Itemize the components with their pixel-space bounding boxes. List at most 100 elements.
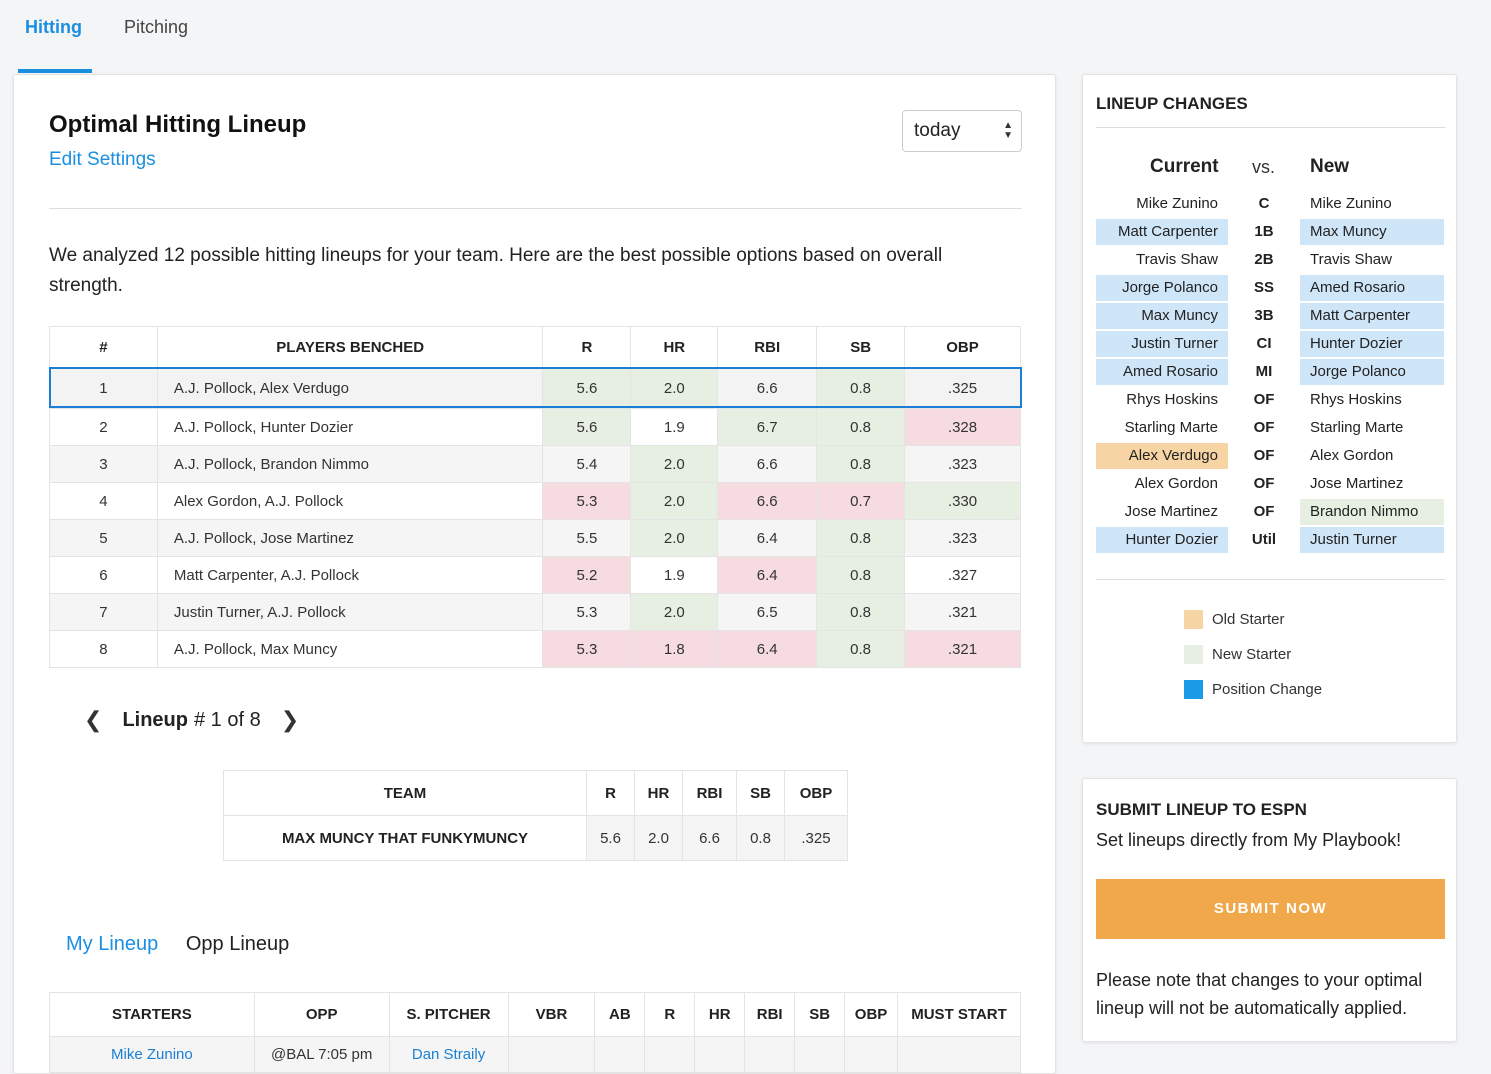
tab-hitting[interactable]: Hitting [25, 17, 82, 37]
cell: 6.6 [717, 482, 818, 520]
new-player: Matt Carpenter [1300, 303, 1444, 329]
table-row[interactable]: 5 A.J. Pollock, Jose Martinez 5.5 2.0 6.… [49, 519, 1021, 557]
table-row[interactable]: 3 A.J. Pollock, Brandon Nimmo 5.4 2.0 6.… [49, 445, 1021, 483]
pitcher-link[interactable]: Dan Straily [411, 1046, 486, 1063]
cell: 0.8 [816, 408, 906, 446]
submit-subtitle: Set lineups directly from My Playbook! [1096, 830, 1402, 850]
cell: 5.2 [542, 556, 632, 594]
position: MI [1255, 363, 1273, 380]
cell [897, 1036, 1021, 1073]
new-player: Jorge Polanco [1300, 359, 1444, 385]
cell [594, 1036, 646, 1073]
cell: 6.6 [717, 367, 818, 409]
cell: 5.6 [586, 815, 635, 861]
page-title: Optimal Hitting Lineup [49, 111, 307, 138]
legend-swatch [1184, 610, 1203, 629]
cell: 1 [49, 367, 158, 409]
chevron-left-icon[interactable]: ❮ [84, 707, 103, 732]
cell [794, 1036, 846, 1073]
table-row[interactable]: 4 Alex Gordon, A.J. Pollock 5.3 2.0 6.6 … [49, 482, 1021, 520]
cell: Alex Gordon, A.J. Pollock [156, 482, 544, 520]
col-header: STARTERS [49, 992, 255, 1037]
table-row[interactable]: 1 A.J. Pollock, Alex Verdugo 5.6 2.0 6.6… [49, 367, 1021, 409]
cell: .323 [904, 519, 1021, 557]
list-item: Amed Rosario MI Jorge Polanco [1096, 359, 1445, 385]
cell: .328 [904, 408, 1021, 446]
cell: 0.8 [816, 367, 906, 409]
cell: 5.6 [542, 367, 632, 409]
lineup-tabs: My Lineup Opp Lineup [66, 933, 311, 956]
legend-swatch [1184, 645, 1203, 664]
cell: 0.8 [816, 445, 906, 483]
current-player: Matt Carpenter [1096, 219, 1228, 245]
divider [1096, 127, 1445, 128]
cell: Justin Turner, A.J. Pollock [156, 593, 544, 631]
position: CI [1256, 335, 1272, 352]
starter-link[interactable]: Mike Zunino [111, 1046, 193, 1063]
current-player: Alex Gordon [1134, 475, 1218, 492]
col-header: RBI [717, 326, 818, 368]
cell: A.J. Pollock, Brandon Nimmo [156, 445, 544, 483]
cell: 5.6 [542, 408, 632, 446]
cell: 6.4 [717, 519, 818, 557]
col-header: OBP [784, 770, 848, 816]
current-player: Jorge Polanco [1096, 275, 1228, 301]
cell: 2.0 [630, 593, 719, 631]
table-row[interactable]: 8 A.J. Pollock, Max Muncy 5.3 1.8 6.4 0.… [49, 630, 1021, 668]
list-item: Mike Zunino C Mike Zunino [1096, 191, 1445, 217]
cell: 0.8 [816, 519, 906, 557]
table-row: Mike Zunino @BAL 7:05 pm Dan Straily [49, 1036, 1021, 1073]
cell: 2.0 [630, 482, 719, 520]
current-player: Starling Marte [1124, 419, 1218, 436]
cell: A.J. Pollock, Jose Martinez [156, 519, 544, 557]
submit-now-button[interactable]: SUBMIT NOW [1096, 879, 1445, 939]
pager-count: # 1 of 8 [193, 708, 261, 731]
cell: 4 [49, 482, 158, 520]
position: OF [1253, 391, 1275, 408]
tab-pitching[interactable]: Pitching [124, 17, 189, 37]
pager-label: Lineup [122, 708, 188, 731]
edit-settings-link[interactable]: Edit Settings [49, 149, 156, 170]
cell: 0.8 [816, 556, 906, 594]
cell: 2.0 [630, 367, 719, 409]
list-item: Jorge Polanco SS Amed Rosario [1096, 275, 1445, 301]
position: C [1258, 195, 1270, 212]
lineups-table: # PLAYERS BENCHED R HR RBI SB OBP 1 A.J.… [49, 326, 1021, 668]
cell: 5.5 [542, 519, 632, 557]
new-player: Justin Turner [1300, 527, 1444, 553]
cell: 6.4 [717, 556, 818, 594]
cell [507, 1036, 596, 1073]
col-header: S. PITCHER [388, 992, 509, 1037]
cell: 5.3 [542, 593, 632, 631]
cell: .321 [904, 593, 1021, 631]
cell: 7 [49, 593, 158, 631]
cell: 5.4 [542, 445, 632, 483]
col-header: SB [816, 326, 906, 368]
tab-opp-lineup[interactable]: Opp Lineup [185, 933, 290, 955]
col-header: TEAM [223, 770, 587, 816]
current-player: Justin Turner [1096, 331, 1228, 357]
position: OF [1253, 475, 1275, 492]
cell: 0.8 [816, 630, 906, 668]
list-item: Max Muncy 3B Matt Carpenter [1096, 303, 1445, 329]
cell: 5 [49, 519, 158, 557]
table-header-row: TEAM R HR RBI SB OBP [223, 770, 848, 816]
table-row[interactable]: 2 A.J. Pollock, Hunter Dozier 5.6 1.9 6.… [49, 408, 1021, 446]
cell: 1.8 [630, 630, 719, 668]
new-player: Travis Shaw [1310, 251, 1392, 268]
col-header: # [49, 326, 158, 368]
new-player: Max Muncy [1300, 219, 1444, 245]
cell: 2.0 [630, 445, 719, 483]
date-select[interactable]: today ▲ ▼ [902, 110, 1022, 152]
list-item: Matt Carpenter 1B Max Muncy [1096, 219, 1445, 245]
new-player: Brandon Nimmo [1300, 499, 1444, 525]
col-header: AB [594, 992, 646, 1037]
chevron-right-icon[interactable]: ❯ [280, 707, 300, 732]
cell: 1.9 [630, 556, 719, 594]
col-header: R [542, 326, 632, 368]
table-row[interactable]: 6 Matt Carpenter, A.J. Pollock 5.2 1.9 6… [49, 556, 1021, 594]
tab-my-lineup[interactable]: My Lineup [66, 933, 159, 955]
select-arrows-icon: ▲ ▼ [1003, 120, 1013, 141]
table-row[interactable]: 7 Justin Turner, A.J. Pollock 5.3 2.0 6.… [49, 593, 1021, 631]
cell: 5.3 [542, 482, 632, 520]
